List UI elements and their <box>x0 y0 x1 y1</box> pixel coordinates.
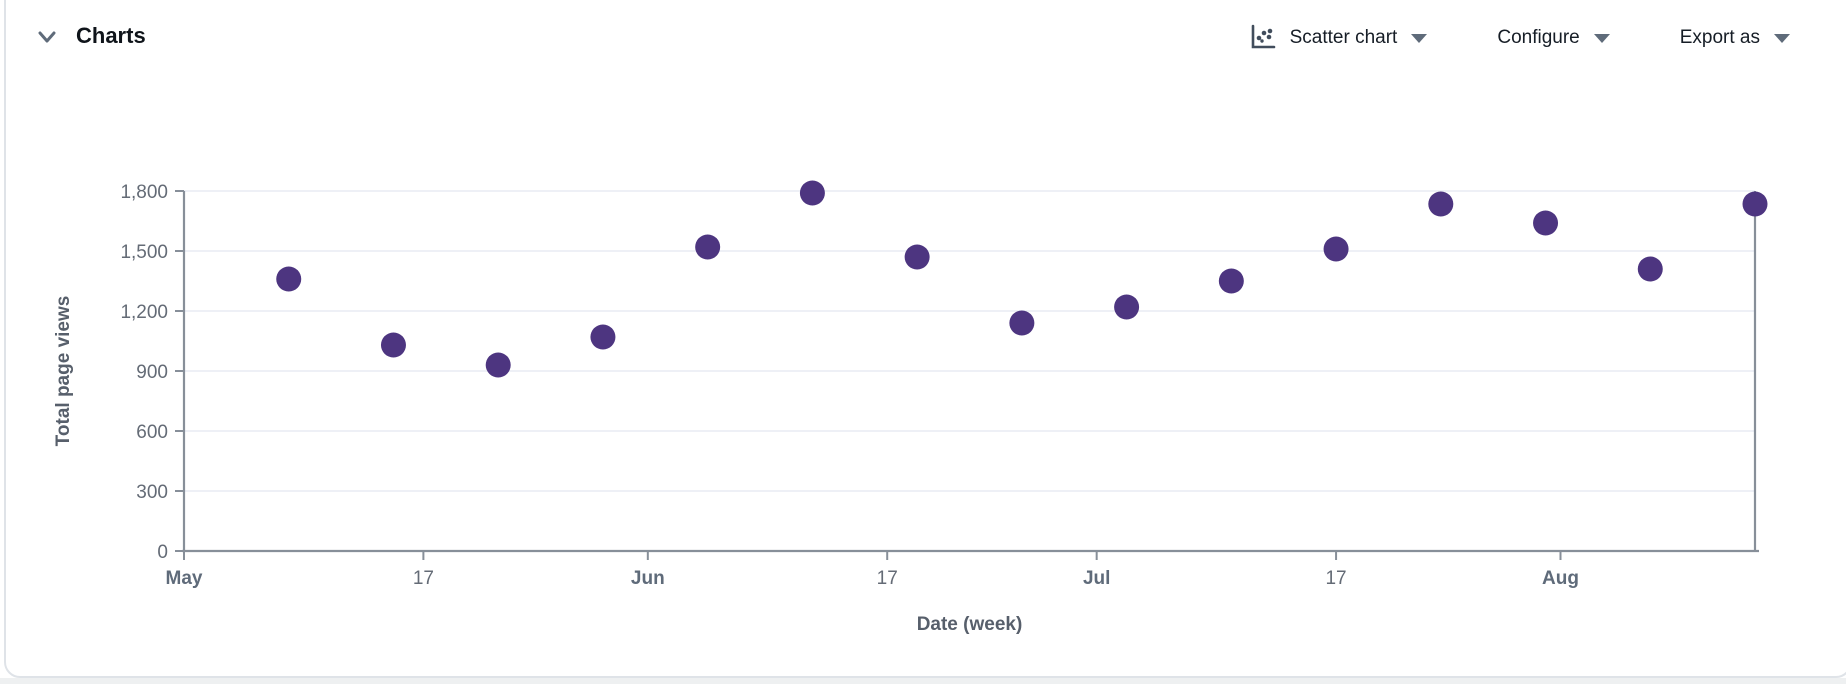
header-controls: Scatter chart Configure Export as <box>1247 20 1792 55</box>
scatter-plot: 0 300 600 900 1,200 1,500 1,800 May 17 Jun 17 Jul 17… <box>6 0 1846 666</box>
configure-label: Configure <box>1497 26 1580 48</box>
page-background-strip <box>0 678 1846 684</box>
scatter-chart-icon <box>1251 24 1275 49</box>
configure-dropdown[interactable]: Configure <box>1495 23 1611 53</box>
svg-text:Aug: Aug <box>1542 568 1579 589</box>
svg-text:May: May <box>166 568 203 589</box>
scatter-plot-svg: 0 300 600 900 1,200 1,500 1,800 May 17 Jun 17 Jul 17… <box>53 180 1768 635</box>
svg-text:17: 17 <box>1325 568 1346 589</box>
panel-header: Charts Scatter chart Configure <box>32 20 1800 54</box>
charts-panel: 0 300 600 900 1,200 1,500 1,800 May 17 Jun 17 Jul 17… <box>4 0 1846 678</box>
svg-text:Jul: Jul <box>1083 568 1110 589</box>
svg-text:600: 600 <box>136 422 168 443</box>
svg-text:0: 0 <box>157 542 168 563</box>
svg-text:1,200: 1,200 <box>120 302 168 323</box>
svg-text:Date (week): Date (week) <box>917 614 1023 635</box>
svg-text:17: 17 <box>877 568 898 589</box>
export-as-label: Export as <box>1679 26 1760 48</box>
collapse-chevron-button[interactable] <box>32 23 62 53</box>
svg-text:1,800: 1,800 <box>120 182 168 203</box>
svg-text:1,500: 1,500 <box>120 242 168 263</box>
svg-text:17: 17 <box>413 568 434 589</box>
chevron-down-icon <box>1411 34 1428 43</box>
svg-text:Total page views: Total page views <box>53 296 74 447</box>
chevron-down-icon <box>1593 34 1610 43</box>
chevron-down-icon <box>1774 34 1790 43</box>
svg-text:300: 300 <box>136 482 168 503</box>
chart-type-dropdown[interactable]: Scatter chart <box>1247 20 1430 55</box>
svg-text:900: 900 <box>136 362 168 383</box>
svg-text:Jun: Jun <box>631 568 665 589</box>
chevron-down-icon <box>38 31 56 42</box>
export-as-dropdown[interactable]: Export as <box>1678 23 1792 53</box>
page-title: Charts <box>76 23 146 48</box>
chart-type-label: Scatter chart <box>1289 26 1398 48</box>
